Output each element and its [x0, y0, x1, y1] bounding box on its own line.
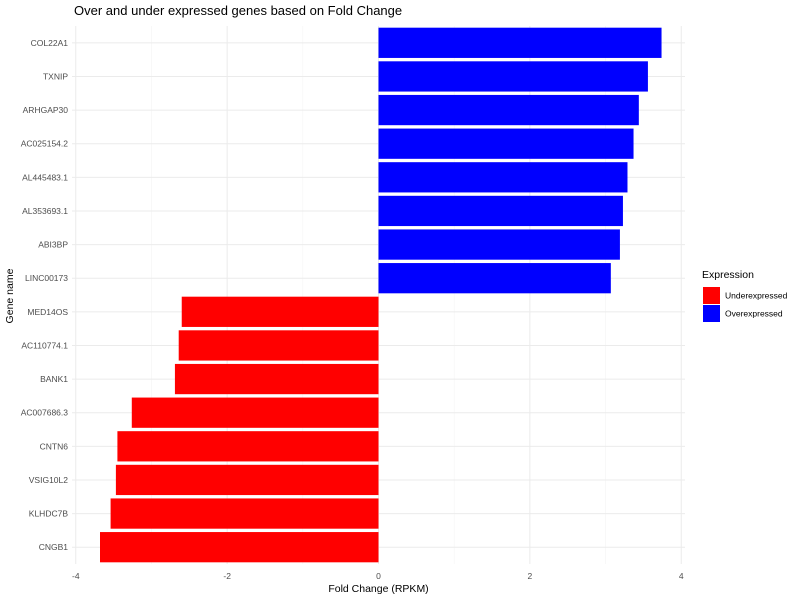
legend: Expression Underexpressed Overexpressed — [702, 269, 788, 322]
bar-txnip — [378, 61, 648, 92]
legend-key-underexpressed — [703, 287, 720, 304]
bar-linc00173 — [378, 263, 611, 294]
y-tick-label: ARHGAP30 — [23, 105, 69, 115]
x-tick-labels: -4 -2 0 2 4 — [72, 571, 684, 581]
bar-ac007686-3 — [131, 397, 379, 428]
bar-cngb1 — [100, 532, 379, 563]
bars — [100, 27, 662, 563]
chart-title: Over and under expressed genes based on … — [74, 3, 402, 18]
y-tick-label: LINC00173 — [25, 273, 68, 283]
y-tick-labels: COL22A1 TXNIP ARHGAP30 AC025154.2 AL445483.1… — [21, 38, 69, 552]
y-tick-label: MED14OS — [27, 307, 68, 317]
x-tick-label: -4 — [72, 571, 80, 581]
bar-ac025154-2 — [378, 128, 634, 159]
bar-al353693-1 — [378, 195, 623, 227]
y-tick-label: AL445483.1 — [22, 172, 68, 182]
y-tick-label: AL353693.1 — [22, 206, 68, 216]
y-tick-label: CNTN6 — [40, 441, 69, 451]
bar-abi3bp — [378, 229, 620, 260]
bar-ac110774-1 — [178, 330, 379, 361]
x-tick-label: 2 — [527, 571, 532, 581]
bar-al445483-1 — [378, 162, 628, 193]
x-tick-label: 0 — [376, 571, 381, 581]
y-tick-label: ABI3BP — [38, 240, 68, 250]
x-axis-title: Fold Change (RPKM) — [328, 583, 428, 595]
x-tick-label: 4 — [679, 571, 684, 581]
y-tick-label: BANK1 — [40, 374, 68, 384]
y-tick-label: AC110774.1 — [21, 340, 68, 350]
bar-vsig10l2 — [115, 464, 379, 496]
y-tick-label: VSIG10L2 — [29, 475, 68, 485]
legend-title: Expression — [702, 269, 754, 281]
legend-key-overexpressed — [703, 305, 720, 322]
y-axis-title: Gene name — [4, 268, 16, 323]
legend-label-underexpressed: Underexpressed — [725, 291, 788, 301]
y-tick-label: KLHDC7B — [29, 509, 69, 519]
bar-cntn6 — [117, 431, 379, 462]
bar-col22a1 — [378, 27, 662, 58]
bar-med14os — [181, 296, 379, 327]
bar-bank1 — [174, 363, 379, 395]
y-tick-label: COL22A1 — [31, 38, 69, 48]
y-tick-label: AC007686.3 — [21, 408, 69, 418]
y-tick-label: CNGB1 — [39, 542, 69, 552]
bar-arhgap30 — [378, 94, 639, 126]
y-tick-label: AC025154.2 — [21, 139, 69, 149]
legend-label-overexpressed: Overexpressed — [725, 309, 783, 319]
y-tick-label: TXNIP — [43, 71, 68, 81]
bar-klhdc7b — [110, 498, 379, 529]
x-tick-label: -2 — [223, 571, 231, 581]
